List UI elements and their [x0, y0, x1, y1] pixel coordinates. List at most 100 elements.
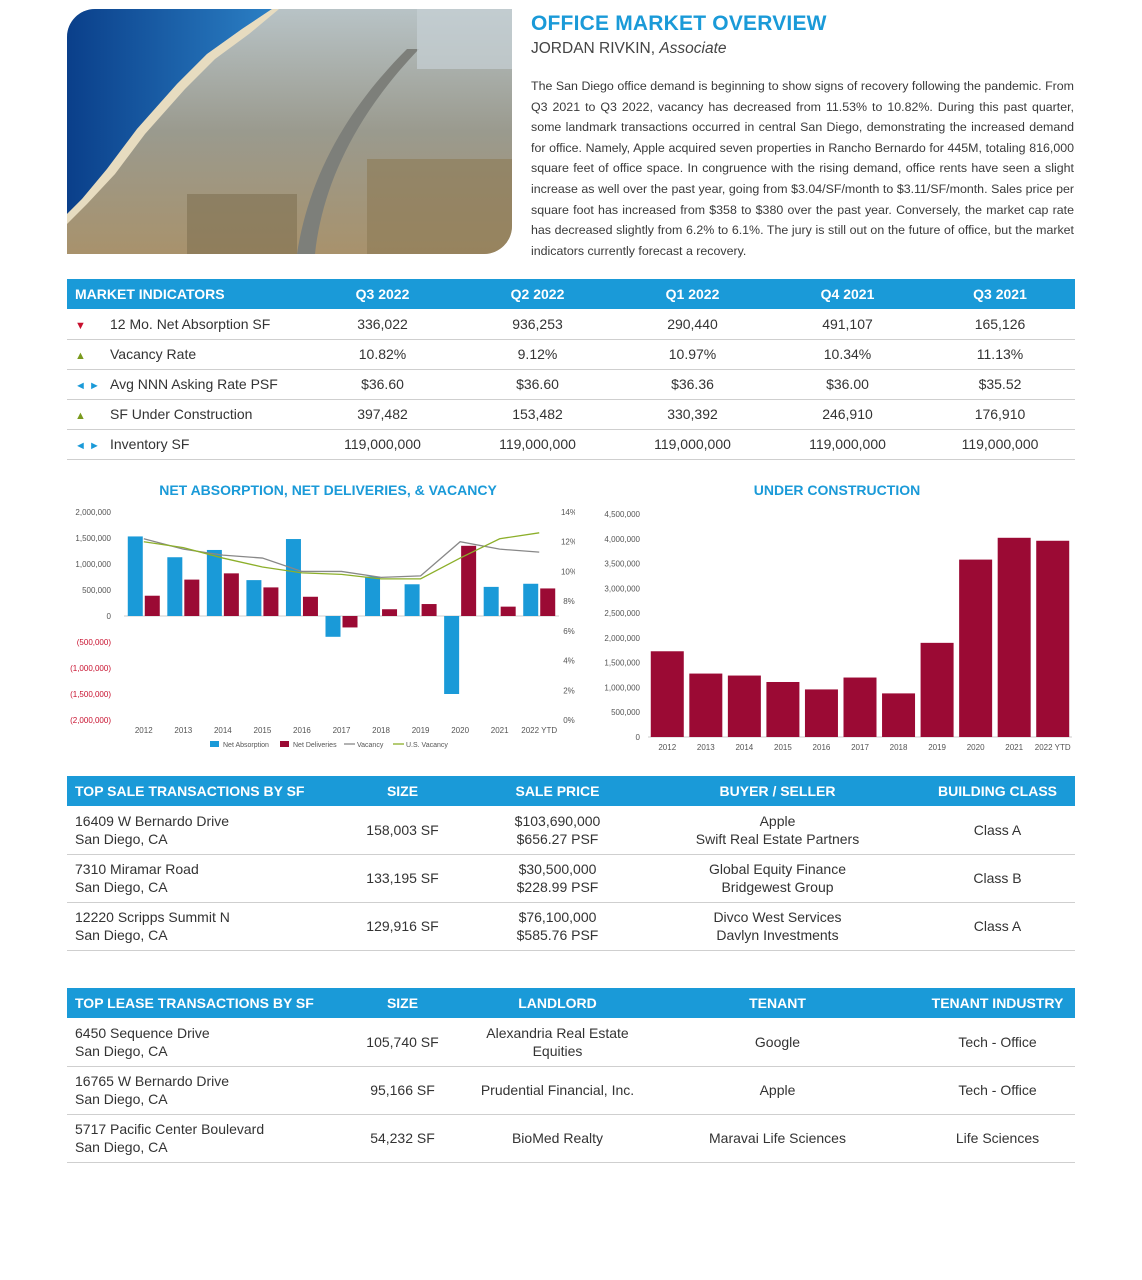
x-tick-label: 2019	[412, 726, 430, 735]
landlord-cell: Prudential Financial, Inc.	[480, 1066, 635, 1115]
y-tick-label: 1,000,000	[604, 683, 640, 692]
industry-cell: Tech - Office	[920, 1066, 1075, 1115]
street-address: 16409 W Bernardo Drive	[75, 812, 230, 829]
seller: Davlyn Investments	[716, 927, 839, 943]
size-cell: 158,003 SF	[325, 806, 480, 855]
x-tick-label: 2014	[735, 743, 753, 752]
price-cell: $30,500,000 $228.99 PSF	[480, 854, 635, 903]
legend-net-deliveries-swatch	[280, 741, 289, 747]
column-header: Q2 2022	[460, 279, 615, 309]
under-construction-bar	[727, 675, 761, 737]
y2-tick-label: 10%	[561, 567, 575, 576]
column-header: TENANT INDUSTRY	[920, 988, 1075, 1018]
indicator-value: 936,253	[460, 309, 615, 340]
y-tick-label: 2,500,000	[604, 609, 640, 618]
x-tick-label: 2020	[967, 743, 985, 752]
under-construction-bar	[843, 677, 877, 737]
net-absorption-bar	[404, 584, 420, 616]
net-absorption-bar	[523, 583, 539, 616]
indicator-value: $36.60	[460, 369, 615, 400]
x-tick-label: 2013	[697, 743, 715, 752]
sale-price: $76,100,000	[518, 909, 597, 925]
table-row: 16409 W Bernardo Drive San Diego, CA 158,0…	[67, 806, 1075, 855]
x-tick-label: 2018	[372, 726, 390, 735]
x-tick-label: 2022 YTD	[521, 726, 557, 735]
indicator-cell: ▼ 12 Mo. Net Absorption SF	[67, 309, 305, 340]
y-tick-label: 3,500,000	[604, 560, 640, 569]
indicator-value: 119,000,000	[305, 429, 460, 460]
up-triangle-icon: ▲	[75, 350, 86, 362]
y2-tick-label: 12%	[561, 538, 575, 547]
tenant-cell: Google	[635, 1018, 920, 1067]
y2-tick-label: 6%	[563, 627, 575, 636]
street-address: 5717 Pacific Center Boulevard	[75, 1121, 265, 1137]
indicator-value: 336,022	[305, 309, 460, 340]
tenant-cell: Maravai Life Sciences	[635, 1114, 920, 1163]
landlord: BioMed Realty	[511, 1130, 604, 1146]
net-deliveries-bar	[382, 609, 398, 616]
table-row: ▼ 12 Mo. Net Absorption SF 336,022 936,253 2…	[67, 309, 1075, 340]
buyer-seller-cell: Apple Swift Real Estate Partners	[635, 806, 920, 855]
author-line: JORDAN RIVKIN, Associate	[531, 40, 727, 58]
column-header: TOP LEASE TRANSACTIONS BY SF	[67, 988, 325, 1018]
indicator-value: 153,482	[460, 399, 615, 430]
column-header: Q4 2021	[770, 279, 925, 309]
net-deliveries-bar	[342, 616, 358, 628]
indicator-value: 165,126	[925, 309, 1075, 340]
building-class-cell: Class A	[920, 902, 1075, 951]
indicator-label: Vacancy Rate	[110, 346, 197, 362]
indicator-value: $36.36	[615, 369, 770, 400]
us-vacancy-line	[143, 532, 540, 580]
industry-cell: Life Sciences	[920, 1114, 1075, 1163]
city: San Diego, CA	[75, 1042, 168, 1059]
y-tick-label: (1,500,000)	[70, 690, 111, 699]
indicator-value: 10.34%	[770, 339, 925, 370]
page-title: OFFICE MARKET OVERVIEW	[531, 12, 827, 35]
indicator-value: 10.97%	[615, 339, 770, 370]
price-psf: $656.27 PSF	[516, 830, 599, 847]
net-absorption-bar	[483, 586, 499, 616]
indicator-value: 11.13%	[925, 339, 1075, 370]
y2-tick-label: 8%	[563, 597, 575, 606]
indicator-value: 119,000,000	[615, 429, 770, 460]
legend-net-absorption: Net Absorption	[223, 742, 269, 749]
under-construction-bar	[959, 559, 993, 737]
net-deliveries-bar	[461, 545, 477, 616]
sale-transactions-table: TOP SALE TRANSACTIONS BY SF SIZE SALE PR…	[67, 776, 1075, 951]
sale-price: $103,690,000	[514, 812, 601, 829]
indicator-value: 330,392	[615, 399, 770, 430]
net-deliveries-bar	[223, 573, 239, 616]
indicator-cell: ▲ Vacancy Rate	[67, 339, 305, 370]
table-row: 16765 W Bernardo Drive San Diego, CA 95,16…	[67, 1066, 1075, 1115]
column-header: LANDLORD	[480, 988, 635, 1018]
table-row: ◄ ► Inventory SF 119,000,000 119,000,000 119…	[67, 429, 1075, 460]
y2-tick-label: 2%	[563, 686, 575, 695]
x-tick-label: 2018	[890, 743, 908, 752]
under-construction-bar	[997, 537, 1031, 737]
legend-net-absorption-swatch	[210, 741, 219, 747]
y-tick-label: (1,000,000)	[70, 664, 111, 673]
x-tick-label: 2012	[658, 743, 676, 752]
column-header: BUILDING CLASS	[920, 776, 1075, 806]
net-deliveries-bar	[263, 587, 279, 616]
indicator-label: SF Under Construction	[110, 406, 253, 422]
indicator-cell: ▲ SF Under Construction	[67, 399, 305, 430]
y2-tick-label: 14%	[561, 508, 575, 517]
left-right-arrows-icon: ◄ ►	[75, 440, 100, 452]
under-construction-chart: UNDER CONSTRUCTION 4,500,000 4,000,000 3,5…	[604, 482, 1072, 752]
under-construction-bar	[689, 673, 723, 737]
x-tick-label: 2014	[214, 726, 232, 735]
left-right-arrows-icon: ◄ ►	[75, 380, 100, 392]
indicator-value: $35.52	[925, 369, 1075, 400]
y-tick-label: (500,000)	[77, 638, 112, 647]
building-class-cell: Class A	[920, 806, 1075, 855]
street-address: 12220 Scripps Summit N	[75, 909, 230, 925]
vacancy-line	[143, 538, 540, 579]
x-tick-label: 2013	[174, 726, 192, 735]
indicator-value: 246,910	[770, 399, 925, 430]
lease-transactions-table: TOP LEASE TRANSACTIONS BY SF SIZE LANDLO…	[67, 988, 1075, 1163]
indicator-value: 9.12%	[460, 339, 615, 370]
buyer-seller-cell: Divco West Services Davlyn Investments	[635, 902, 920, 951]
y-tick-label: 500,000	[82, 586, 111, 595]
landlord: Alexandria Real Estate	[486, 1024, 629, 1041]
